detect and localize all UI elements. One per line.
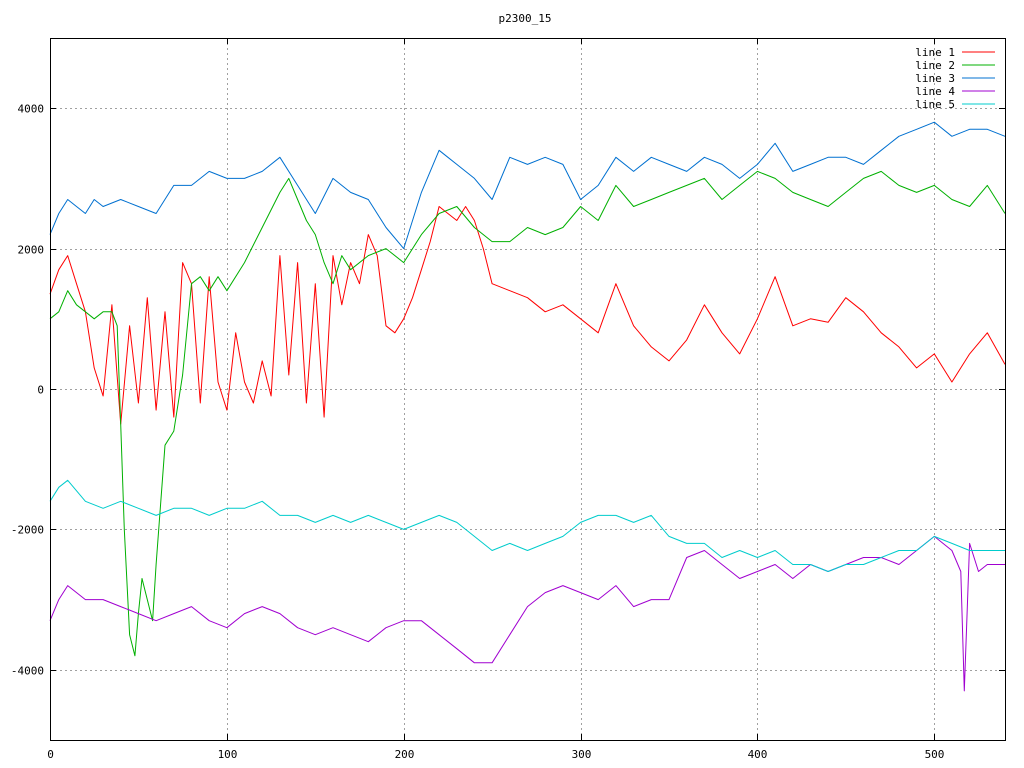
x-tick-label: 200 (395, 748, 415, 761)
tick-labels: 0 100 200 300 400 500 -4000 -2000 0 2000 4000 (11, 38, 1005, 761)
y-tick-label: -4000 (11, 665, 44, 678)
series-line-3 (49, 121, 1006, 250)
series-line-2 (49, 170, 1006, 657)
x-tick-label: 0 (47, 748, 54, 761)
y-tick-label: 0 (37, 384, 44, 397)
y-tick-label: -2000 (11, 524, 44, 537)
x-tick-label: 400 (748, 748, 768, 761)
series-layer (49, 121, 1006, 692)
legend-label-3: line 3 (915, 72, 955, 85)
y-tick-label: 2000 (18, 244, 45, 257)
grid (50, 38, 1005, 740)
legend-label-4: line 4 (915, 85, 955, 98)
legend-label-1: line 1 (915, 46, 955, 59)
series-line-1 (49, 206, 1006, 425)
x-tick-label: 100 (218, 748, 238, 761)
plot-frame (50, 38, 1006, 741)
legend-label-2: line 2 (915, 59, 955, 72)
series-line-5 (49, 479, 1005, 572)
y-tick-label: 4000 (18, 103, 45, 116)
x-tick-label: 500 (925, 748, 945, 761)
x-tick-label: 300 (572, 748, 592, 761)
series-line-4 (49, 535, 1005, 692)
legend-label-5: line 5 (915, 98, 955, 111)
chart-title: p2300_15 (499, 12, 552, 25)
